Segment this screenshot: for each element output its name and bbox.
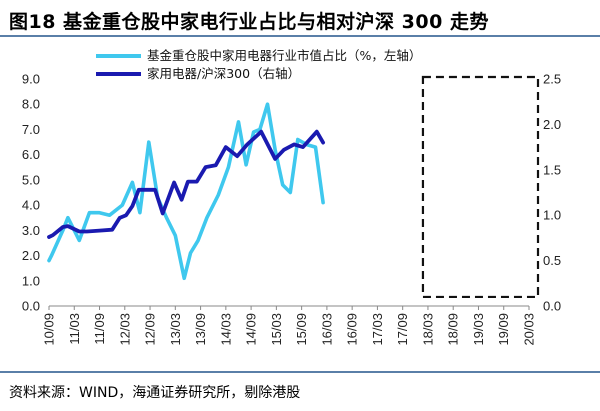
left-tick-label: 7.0 (22, 122, 40, 137)
x-tick-label: 15/03 (269, 313, 284, 346)
x-tick-label: 19/03 (471, 313, 486, 346)
x-tick-label: 14/03 (218, 313, 233, 346)
x-tick-label: 18/03 (420, 313, 435, 346)
series-layer (47, 102, 326, 281)
source-note: 资料来源：WIND，海通证券研究所，剔除港股 (9, 385, 301, 401)
x-tick-label: 11/03 (67, 313, 82, 345)
left-tick-label: 9.0 (22, 72, 40, 87)
x-tick-label: 13/03 (168, 313, 183, 346)
x-tick-label: 13/09 (193, 313, 208, 346)
left-tick-label: 5.0 (22, 172, 40, 187)
left-axis-ticks: 9.0 8.0 7.0 6.0 5.0 4.0 3.0 2.0 1.0 0.0 (22, 72, 40, 314)
x-axis-ticks: 10/09 11/03 11/09 12/03 12/09 13/03 13/09 14/03… (42, 306, 537, 346)
x-tick-label: 20/03 (522, 313, 537, 346)
right-tick-label: 0.5 (543, 253, 561, 268)
left-tick-label: 4.0 (22, 198, 40, 213)
highlight-box (421, 75, 540, 299)
right-tick-label: 0.0 (543, 299, 561, 314)
left-tick-label: 8.0 (22, 97, 40, 112)
x-tick-label: 12/09 (143, 313, 158, 346)
legend: 基金重仓股中家用电器行业市值占比（%，左轴） 家用电器/沪深300（右轴） (96, 48, 421, 81)
right-tick-label: 1.5 (543, 162, 561, 177)
right-tick-label: 2.5 (543, 72, 561, 87)
right-axis-ticks: 2.5 2.0 1.5 1.0 0.5 0.0 (543, 72, 561, 314)
x-tick-label: 18/09 (446, 313, 461, 346)
left-tick-label: 1.0 (22, 273, 40, 288)
x-tick-label: 15/09 (294, 313, 309, 346)
x-tick-label: 19/09 (496, 313, 511, 346)
x-tick-label: 16/09 (345, 313, 360, 346)
left-tick-label: 3.0 (22, 223, 40, 238)
left-tick-label: 6.0 (22, 147, 40, 162)
right-tick-label: 1.0 (543, 208, 561, 223)
left-tick-label: 2.0 (22, 248, 40, 263)
title-bar: 图18 基金重仓股中家电行业占比与相对沪深 300 走势 (0, 0, 600, 37)
page-title: 图18 基金重仓股中家电行业占比与相对沪深 300 走势 (9, 11, 489, 33)
series-line-relative (47, 129, 326, 239)
legend-label-fund-share: 基金重仓股中家用电器行业市值占比（%，左轴） (147, 48, 421, 63)
x-tick-label: 17/03 (370, 313, 385, 346)
source-bar: 资料来源：WIND，海通证券研究所，剔除港股 (0, 371, 600, 411)
legend-label-relative: 家用电器/沪深300（右轴） (147, 66, 300, 81)
line-chart: 9.0 8.0 7.0 6.0 5.0 4.0 3.0 2.0 1.0 0.0 2.5 2.0 1.5… (22, 48, 561, 346)
x-tick-label: 10/09 (42, 313, 57, 346)
x-tick-label: 12/03 (117, 313, 132, 346)
left-tick-label: 0.0 (22, 299, 40, 314)
x-tick-label: 14/09 (244, 313, 259, 346)
x-tick-label: 16/03 (319, 313, 334, 346)
x-tick-label: 11/09 (92, 313, 107, 345)
x-tick-label: 17/09 (395, 313, 410, 346)
right-tick-label: 2.0 (543, 117, 561, 132)
series-line-fund-share (47, 102, 325, 281)
